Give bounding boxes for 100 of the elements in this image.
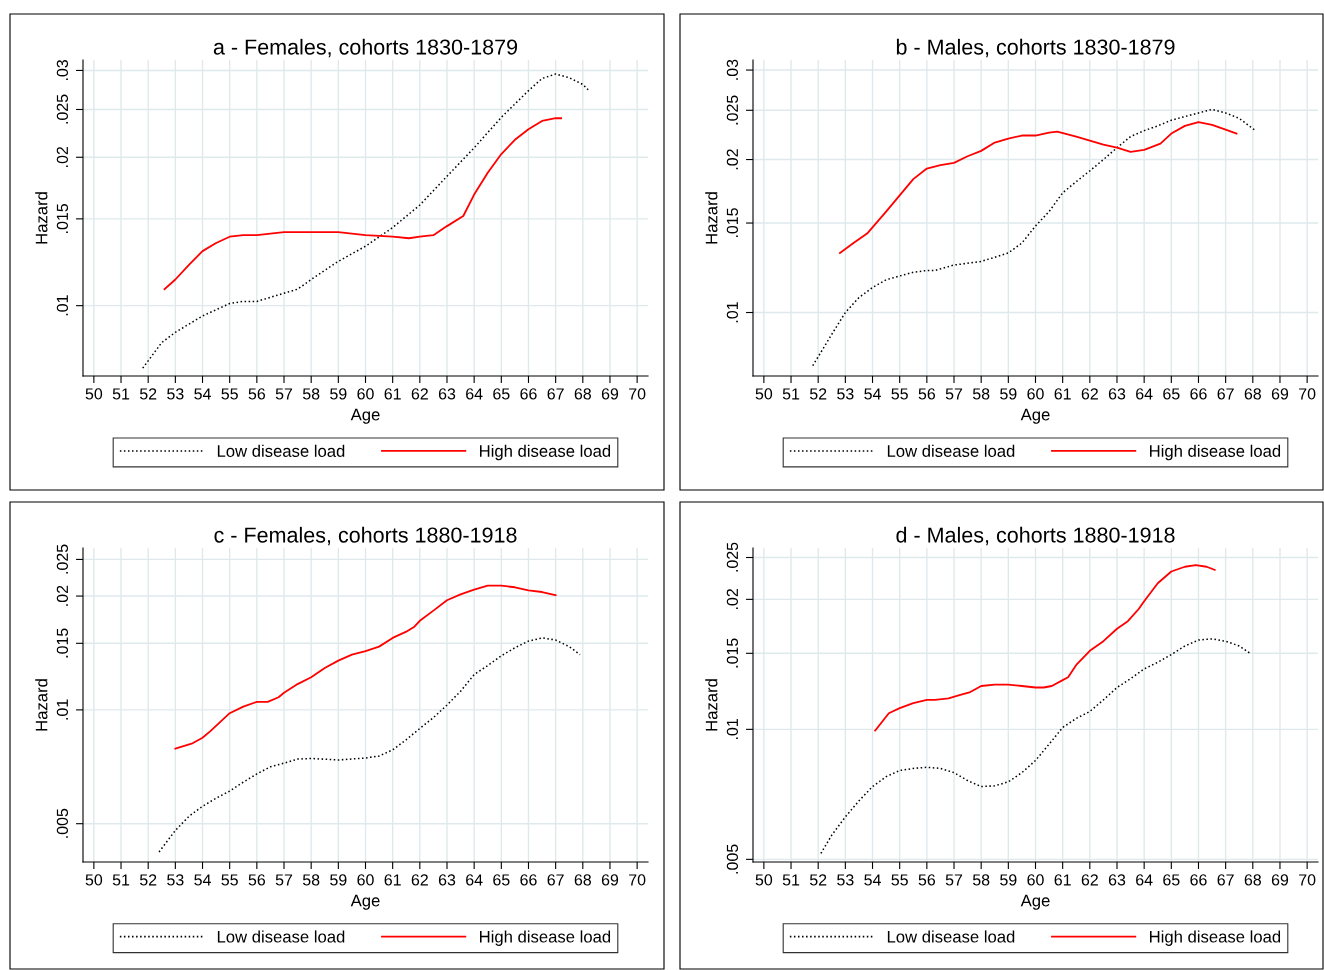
y-tick-label: .01 [56,295,69,316]
legend-label: Low disease load [217,444,345,457]
y-axis-title: Hazard [35,192,48,244]
x-tick-label: 70 [1299,388,1316,400]
x-tick-label: 63 [438,388,456,400]
chart-title: b - Males, cohorts 1830-1879 [896,38,1175,58]
x-tick-label: 63 [438,874,456,886]
y-axis-title: Hazard [35,679,48,731]
x-tick-label: 65 [1163,388,1180,400]
y-tick-label: .015 [56,628,69,658]
x-tick-label: 67 [547,874,564,886]
x-axis-title: Age [1020,894,1050,910]
x-tick-label: 69 [1271,874,1289,886]
x-tick-label: 53 [837,388,854,400]
x-tick-label: 61 [384,388,401,400]
y-tick-label: .03 [726,59,739,80]
legend-label: Low disease load [887,444,1015,457]
x-tick-label: 70 [629,388,646,400]
y-tick-label: .03 [56,60,69,81]
y-tick-label: .01 [56,699,69,720]
x-axis-title: Age [1020,408,1050,424]
x-tick-label: 60 [1027,388,1044,400]
line-series [839,121,1238,254]
x-tick-label: 63 [1108,388,1126,400]
x-tick-label: 68 [574,874,591,886]
x-tick-label: 62 [1081,388,1098,400]
x-tick-label: 58 [972,874,990,886]
x-tick-label: 66 [1190,874,1207,886]
x-tick-label: 57 [275,874,293,886]
x-tick-label: 64 [466,874,483,886]
line-series [874,564,1216,732]
x-tick-label: 58 [302,874,320,886]
y-tick-label: .015 [56,203,69,233]
legend-label: High disease load [480,930,611,946]
x-tick-label: 68 [1244,874,1261,886]
y-tick-label: .025 [56,544,69,574]
x-tick-label: 56 [248,388,266,400]
x-tick-label: 67 [1217,388,1234,400]
x-tick-label: 54 [194,388,211,400]
x-tick-label: 59 [330,874,347,886]
x-tick-label: 66 [520,874,537,886]
x-tick-label: 68 [1244,388,1261,400]
y-tick-label: .025 [56,94,69,124]
legend-label: High disease load [480,444,611,461]
y-tick-label: .025 [726,95,739,125]
x-tick-label: 55 [221,388,238,400]
chart-title: c - Females, cohorts 1880-1918 [214,526,517,546]
x-tick-label: 52 [139,388,157,400]
x-tick-label: 69 [1271,388,1289,400]
x-tick-label: 55 [891,874,908,886]
x-tick-label: 62 [411,874,428,886]
x-tick-label: 51 [112,388,130,400]
x-tick-label: 52 [809,874,827,886]
x-tick-label: 53 [837,874,854,886]
x-tick-label: 61 [1054,388,1071,400]
x-tick-label: 55 [891,388,908,400]
y-axis-title: Hazard [705,192,718,244]
x-tick-label: 60 [357,388,374,400]
x-tick-label: 62 [411,388,428,400]
x-tick-label: 51 [112,874,130,886]
line-series [163,117,562,291]
x-tick-label: 54 [864,388,881,400]
x-tick-label: 70 [1299,874,1316,886]
chart-title: a - Females, cohorts 1830-1879 [213,38,518,58]
x-tick-label: 64 [1136,388,1153,400]
x-tick-label: 58 [972,388,990,400]
line-series [174,584,557,750]
x-tick-label: 54 [194,874,211,886]
y-tick-label: .01 [726,719,739,739]
legend-label: Low disease load [217,930,345,943]
x-tick-label: 62 [1081,874,1098,886]
y-tick-label: .005 [56,808,69,838]
x-tick-label: 65 [1163,874,1180,886]
x-tick-label: 59 [330,388,347,400]
x-tick-label: 56 [918,874,936,886]
x-tick-label: 59 [1000,874,1017,886]
x-tick-label: 50 [85,874,103,886]
x-tick-label: 50 [755,874,773,886]
x-axis-title: Age [350,894,380,910]
x-tick-label: 56 [248,874,266,886]
x-tick-label: 69 [601,388,619,400]
x-tick-label: 61 [384,874,401,886]
y-tick-label: .02 [56,146,69,167]
x-tick-label: 51 [782,388,800,400]
x-tick-label: 50 [85,388,103,400]
x-tick-label: 53 [167,874,184,886]
x-tick-label: 56 [918,388,936,400]
x-tick-label: 66 [520,388,537,400]
chart-title: d - Males, cohorts 1880-1918 [896,526,1175,546]
line-series [820,638,1251,855]
legend-label: High disease load [1150,444,1281,461]
x-tick-label: 61 [1054,874,1071,886]
legend-label: High disease load [1150,930,1281,946]
y-tick-label: .02 [726,149,739,170]
x-tick-label: 65 [493,874,510,886]
line-series [811,108,1257,367]
x-tick-label: 57 [275,388,293,400]
x-tick-label: 55 [221,874,238,886]
x-tick-label: 59 [1000,388,1017,400]
x-tick-label: 57 [945,388,963,400]
